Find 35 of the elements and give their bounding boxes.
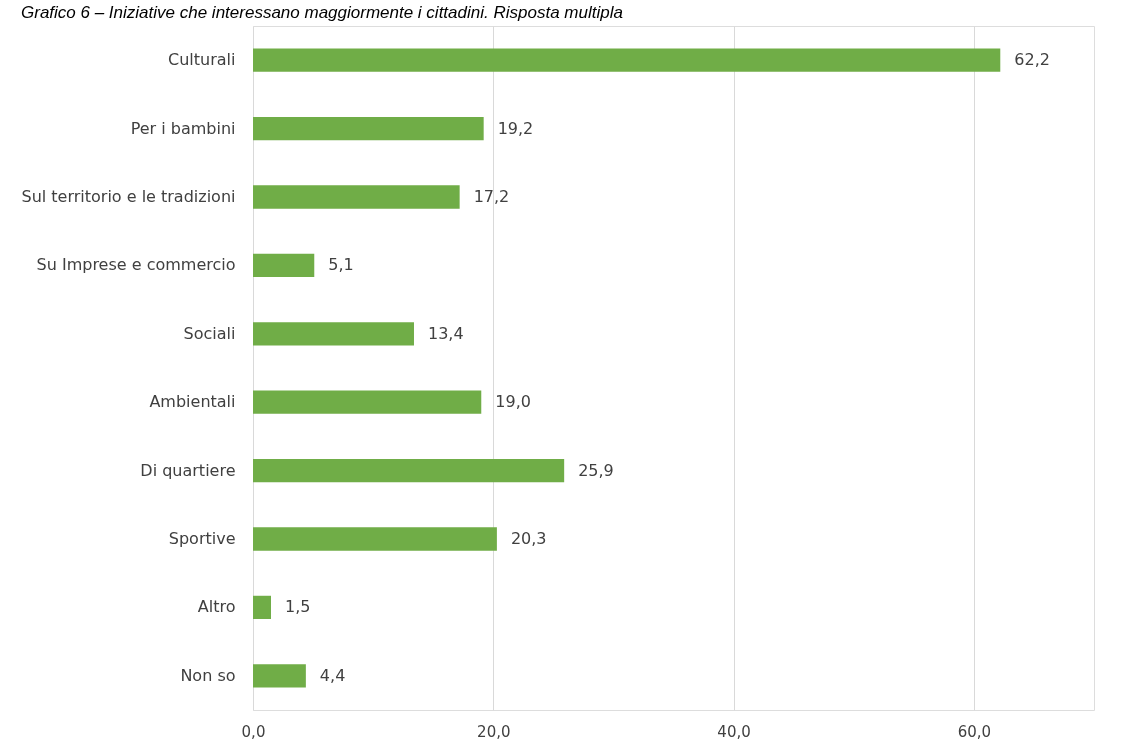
bar xyxy=(253,322,414,346)
data-label: 19,2 xyxy=(497,118,534,138)
data-label: 17,2 xyxy=(473,187,510,206)
data-label: 4,4 xyxy=(319,665,346,685)
x-tick-label: 40,0 xyxy=(717,722,751,741)
y-tick-label: Di quartiere xyxy=(140,460,236,480)
y-tick-label: Sociali xyxy=(183,323,236,343)
data-label: 19,0 xyxy=(495,392,531,412)
bar xyxy=(253,595,272,620)
chart-title: Grafico 6 – Iniziative che interessano maggiormente i cittadini. Risposta multipla xyxy=(20,3,623,22)
data-label: 1,5 xyxy=(285,597,311,617)
bar xyxy=(253,458,565,483)
y-tick-label: Per i bambini xyxy=(130,118,236,138)
y-tick-label: Su Imprese e commercio xyxy=(36,255,236,275)
x-tick-label: 20,0 xyxy=(477,722,511,741)
data-label: 13,4 xyxy=(427,323,464,343)
y-tick-label: Non so xyxy=(180,665,236,685)
y-tick-label: Sul territorio e le tradizioni xyxy=(21,187,236,206)
y-tick-label: Ambientali xyxy=(149,392,236,412)
bar xyxy=(253,253,315,278)
y-tick-label: Altro xyxy=(197,597,236,617)
x-tick-label: 0,0 xyxy=(241,722,266,741)
bar xyxy=(253,48,1001,72)
y-tick-label: Culturali xyxy=(168,50,236,70)
data-label: 5,1 xyxy=(328,255,354,275)
y-tick-label: Sportive xyxy=(168,529,236,548)
bar xyxy=(253,527,497,551)
bar xyxy=(253,664,306,688)
x-tick-label: 60,0 xyxy=(957,722,992,741)
data-label: 62,2 xyxy=(1014,50,1050,70)
bar xyxy=(253,116,484,141)
bar xyxy=(253,390,482,414)
data-label: 25,9 xyxy=(578,460,614,480)
data-label: 20,3 xyxy=(510,529,547,548)
bar xyxy=(253,185,460,209)
